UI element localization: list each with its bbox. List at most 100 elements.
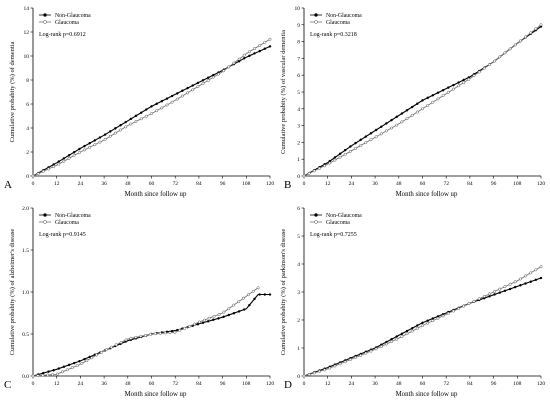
x-tick-label: 96: [491, 181, 497, 187]
data-point: [529, 280, 532, 283]
data-point: [534, 27, 538, 31]
data-point: [119, 128, 123, 132]
x-tick-label: 48: [396, 181, 402, 187]
x-tick-label: 0: [303, 381, 306, 387]
data-point: [431, 94, 435, 97]
data-point: [493, 290, 497, 293]
data-point: [206, 78, 210, 82]
data-point: [56, 372, 59, 376]
data-point: [232, 303, 236, 307]
data-point: [72, 361, 76, 365]
x-tick-label: 72: [172, 181, 178, 187]
x-axis-label: Month since follow up: [396, 391, 458, 398]
y-tick-label: 1: [297, 157, 300, 163]
data-point: [268, 45, 272, 48]
data-point: [124, 120, 127, 124]
data-point: [488, 295, 491, 298]
legend-marker: [43, 220, 47, 224]
x-tick-label: 12: [325, 381, 331, 387]
data-point: [359, 353, 363, 357]
data-point: [201, 321, 205, 325]
data-point: [186, 86, 189, 90]
data-point: [196, 81, 200, 85]
data-point: [103, 137, 107, 141]
y-axis-label: Cumulative probabity (%) of vascular dem…: [280, 30, 287, 154]
data-point: [150, 105, 153, 108]
data-point: [405, 109, 409, 112]
data-point: [139, 111, 143, 114]
data-point: [65, 368, 69, 372]
data-point: [405, 332, 409, 336]
legend-marker: [43, 13, 47, 17]
data-point: [508, 287, 512, 291]
x-tick-label: 24: [349, 381, 355, 387]
data-point: [108, 134, 112, 138]
x-tick-label: 84: [196, 381, 202, 387]
data-point: [175, 97, 179, 101]
data-point: [447, 86, 450, 89]
y-tick-label: 12: [24, 30, 30, 36]
data-point: [498, 55, 502, 59]
x-tick-label: 84: [467, 381, 473, 387]
data-point: [395, 115, 398, 119]
legend-entry: Glaucoma: [326, 20, 350, 26]
data-point: [247, 50, 251, 54]
x-tick-label: 12: [54, 181, 60, 187]
data-point: [134, 114, 138, 118]
data-point: [395, 335, 398, 338]
data-point: [359, 144, 363, 147]
data-point: [57, 367, 61, 370]
y-tick-label: 3: [297, 124, 300, 130]
data-point: [36, 374, 40, 378]
data-point: [385, 122, 388, 125]
data-point: [119, 123, 122, 127]
data-point: [206, 76, 210, 79]
y-tick-label: 6: [26, 102, 29, 108]
data-point: [165, 97, 169, 100]
data-point: [462, 78, 465, 82]
data-point: [78, 147, 81, 151]
data-point: [263, 40, 267, 44]
data-point: [95, 353, 99, 357]
legend-marker: [314, 213, 318, 217]
data-point: [160, 106, 164, 110]
data-point: [155, 102, 158, 106]
data-point: [508, 282, 512, 286]
data-point: [390, 118, 393, 122]
x-tick-label: 96: [220, 181, 226, 187]
data-point: [193, 322, 196, 326]
y-tick-label: 1.0: [22, 290, 29, 296]
data-point: [477, 297, 481, 301]
data-point: [307, 171, 311, 175]
panel-label: A: [4, 179, 12, 191]
data-point: [67, 154, 71, 157]
data-point: [482, 294, 486, 298]
data-point: [451, 309, 455, 313]
data-point: [379, 132, 383, 136]
data-point: [46, 373, 50, 377]
data-point: [518, 39, 522, 43]
data-point: [88, 145, 92, 149]
data-point: [524, 282, 527, 285]
data-point: [400, 332, 404, 336]
data-point: [426, 321, 430, 325]
x-axis-label: Month since follow up: [396, 191, 458, 198]
data-point: [253, 47, 256, 51]
y-tick-label: 2: [297, 318, 300, 324]
data-point: [144, 333, 148, 337]
data-point: [534, 278, 538, 282]
data-point: [263, 47, 267, 50]
data-point: [258, 293, 261, 296]
x-tick-label: 36: [101, 381, 107, 387]
data-point: [369, 132, 373, 135]
data-point: [539, 276, 543, 280]
data-point: [488, 292, 491, 296]
data-point: [41, 373, 45, 377]
data-point: [52, 165, 56, 169]
data-point: [390, 337, 393, 341]
x-tick-label: 96: [220, 381, 226, 387]
data-point: [410, 113, 414, 117]
x-tick-label: 96: [491, 381, 497, 387]
data-point: [513, 280, 517, 284]
